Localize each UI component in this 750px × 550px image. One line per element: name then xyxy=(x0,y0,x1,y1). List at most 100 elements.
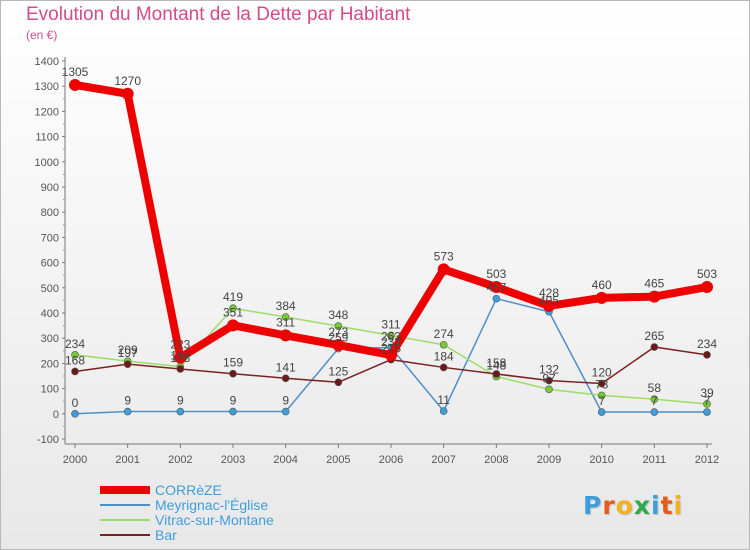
data-point xyxy=(545,385,553,394)
data-point xyxy=(439,363,448,372)
data-label: 311 xyxy=(276,315,295,329)
data-point xyxy=(71,409,79,418)
data-point xyxy=(281,407,290,416)
data-label: 168 xyxy=(65,353,85,367)
data-label: 351 xyxy=(223,305,243,319)
data-label: 384 xyxy=(276,299,296,313)
data-label: 223 xyxy=(170,338,190,352)
data-label: 503 xyxy=(486,267,506,281)
y-tick-label: 400 xyxy=(41,308,59,320)
data-label: 132 xyxy=(539,363,559,377)
data-label: 73 xyxy=(595,377,609,391)
data-point xyxy=(387,331,395,340)
data-point xyxy=(701,281,713,294)
data-point xyxy=(123,360,132,368)
y-tick-label: -100 xyxy=(37,434,59,446)
x-tick-label: 2007 xyxy=(431,454,455,466)
y-tick-label: 1100 xyxy=(35,132,59,144)
data-label: 503 xyxy=(697,267,717,281)
data-label: 7 xyxy=(598,394,605,408)
data-label: 158 xyxy=(486,356,506,370)
logo-letter: i xyxy=(673,491,684,520)
data-point xyxy=(176,407,185,416)
x-tick-label: 2010 xyxy=(589,454,613,466)
x-tick-label: 2006 xyxy=(379,454,403,466)
chart-subtitle: (en €) xyxy=(26,28,58,42)
data-point xyxy=(229,369,237,378)
data-label: 184 xyxy=(434,349,454,363)
x-tick-label: 2011 xyxy=(643,454,667,466)
logo-letter: i xyxy=(651,491,661,520)
data-label: 234 xyxy=(697,337,717,351)
data-point xyxy=(71,367,79,376)
logo-letter: P xyxy=(583,491,603,520)
x-tick-label: 2003 xyxy=(221,454,245,466)
data-point xyxy=(334,378,343,387)
data-point xyxy=(176,365,185,373)
y-tick-label: 0 xyxy=(53,409,59,421)
data-label: 465 xyxy=(644,277,664,291)
data-point xyxy=(650,343,659,351)
data-point xyxy=(597,379,606,388)
y-tick-label: 1000 xyxy=(35,157,59,169)
x-tick-label: 2004 xyxy=(273,454,297,466)
data-point xyxy=(229,407,237,416)
data-label: 39 xyxy=(700,386,714,400)
y-tick-label: 100 xyxy=(41,384,59,396)
x-tick-label: 2008 xyxy=(484,454,508,466)
logo-letter: r xyxy=(602,491,616,520)
data-label: 234 xyxy=(65,337,85,351)
y-tick-label: 700 xyxy=(41,232,59,244)
y-tick-label: 1200 xyxy=(35,106,59,118)
legend-swatch xyxy=(100,504,150,506)
x-tick-label: 2012 xyxy=(695,454,719,466)
data-label: 348 xyxy=(328,308,348,322)
data-label: 159 xyxy=(223,356,243,370)
x-tick-label: 2009 xyxy=(537,454,561,466)
data-label: 197 xyxy=(118,346,138,360)
data-label: 259 xyxy=(328,331,348,345)
data-label: 233 xyxy=(381,335,401,349)
x-tick-label: 2005 xyxy=(326,454,350,466)
data-point xyxy=(650,408,659,416)
x-tick-label: 2001 xyxy=(115,454,139,466)
data-label: 58 xyxy=(648,381,662,395)
data-label: 11 xyxy=(437,393,450,407)
y-tick-label: 1400 xyxy=(35,56,59,68)
logo-letter: o xyxy=(615,491,634,520)
data-label: 97 xyxy=(542,371,556,385)
data-point xyxy=(492,370,501,378)
data-point xyxy=(439,340,448,349)
data-point xyxy=(281,313,290,321)
data-point xyxy=(332,339,345,352)
data-label: 209 xyxy=(118,343,138,357)
y-tick-label: 900 xyxy=(41,182,59,194)
legend-swatch xyxy=(100,486,150,494)
data-label: 1305 xyxy=(62,65,89,79)
data-label: 419 xyxy=(223,290,243,304)
data-label: 311 xyxy=(381,317,400,331)
data-label: 148 xyxy=(486,359,506,373)
data-label: 7 xyxy=(704,394,711,408)
data-point xyxy=(703,400,711,408)
y-tick-label: 1300 xyxy=(35,81,59,93)
legend-label: Bar xyxy=(155,527,177,543)
data-point xyxy=(703,408,711,416)
data-label: 7 xyxy=(651,394,658,408)
data-label: 274 xyxy=(434,327,454,341)
data-point xyxy=(174,351,187,364)
data-point xyxy=(123,407,132,416)
data-point xyxy=(543,299,555,312)
data-point xyxy=(229,304,237,313)
logo-letter: t xyxy=(660,491,674,520)
data-label: 141 xyxy=(276,360,296,374)
data-point xyxy=(437,263,450,276)
data-label: 265 xyxy=(644,329,664,343)
data-label: 120 xyxy=(592,366,612,380)
data-label: 457 xyxy=(486,281,506,295)
data-label: 460 xyxy=(592,278,612,292)
data-point xyxy=(334,322,343,330)
y-tick-label: 500 xyxy=(41,283,59,295)
y-tick-label: 200 xyxy=(41,358,59,370)
data-label: 0 xyxy=(72,396,79,410)
